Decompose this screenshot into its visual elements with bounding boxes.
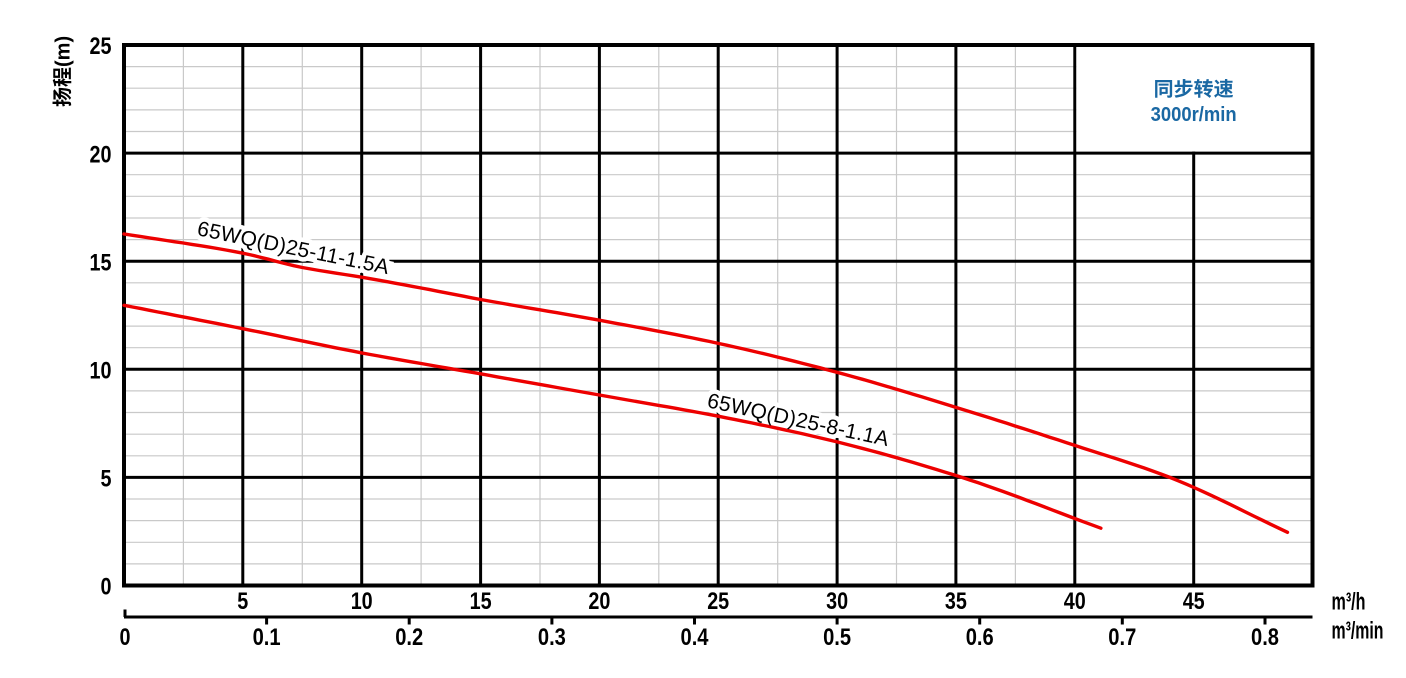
- svg-text:(m): (m): [53, 36, 75, 67]
- svg-text:0: 0: [120, 624, 131, 651]
- svg-text:35: 35: [945, 588, 967, 615]
- svg-text:0.8: 0.8: [1251, 624, 1279, 651]
- svg-text:0.5: 0.5: [823, 624, 851, 651]
- svg-text:20: 20: [90, 141, 112, 168]
- svg-text:25: 25: [90, 33, 112, 60]
- svg-text:15: 15: [470, 588, 492, 615]
- svg-text:0.3: 0.3: [538, 624, 566, 651]
- svg-text:45: 45: [1183, 588, 1205, 615]
- svg-text:0.2: 0.2: [395, 624, 423, 651]
- svg-text:40: 40: [1064, 588, 1086, 615]
- svg-text:30: 30: [826, 588, 848, 615]
- svg-text:10: 10: [351, 588, 373, 615]
- svg-text:15: 15: [90, 249, 112, 276]
- svg-text:10: 10: [90, 358, 112, 385]
- svg-text:20: 20: [588, 588, 610, 615]
- svg-text:3000r/min: 3000r/min: [1151, 104, 1237, 126]
- svg-text:m³/h: m³/h: [1332, 589, 1366, 616]
- svg-text:0: 0: [101, 574, 112, 601]
- svg-text:0.6: 0.6: [966, 624, 994, 651]
- svg-text:0.7: 0.7: [1108, 624, 1136, 651]
- svg-text:5: 5: [101, 466, 112, 493]
- svg-text:0.4: 0.4: [681, 624, 710, 651]
- svg-text:0.1: 0.1: [253, 624, 281, 651]
- svg-text:m³/min: m³/min: [1332, 618, 1384, 645]
- svg-text:25: 25: [707, 588, 729, 615]
- svg-text:5: 5: [237, 588, 248, 615]
